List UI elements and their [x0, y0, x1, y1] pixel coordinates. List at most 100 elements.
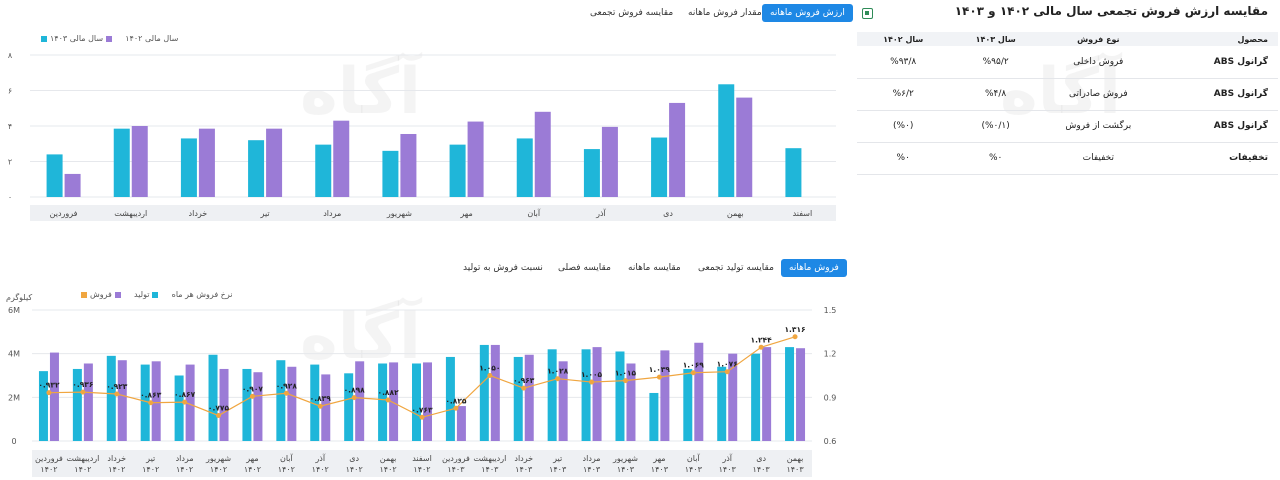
- x-tick-label-month: بهمن: [380, 454, 397, 463]
- legend-item-sales[interactable]: فروش: [90, 290, 124, 299]
- bar-sales: [151, 361, 161, 441]
- bar: [113, 128, 130, 197]
- bar-sales: [694, 342, 704, 441]
- tab-seasonal-comparison[interactable]: مقایسه فصلی: [558, 263, 611, 273]
- y-tick-label-left: 0: [11, 437, 16, 446]
- excel-export-icon[interactable]: [862, 8, 873, 19]
- x-tick-label-month: فروردین: [35, 454, 63, 463]
- bar-production: [242, 368, 252, 441]
- rate-point: [622, 378, 628, 384]
- bar-sales: [83, 363, 93, 441]
- x-tick-label-month: خرداد: [107, 454, 126, 463]
- table-cell: (%۰/۱): [949, 110, 1042, 143]
- y-tick-label: ۸: [8, 51, 13, 60]
- x-tick-label-month: تیر: [145, 454, 155, 463]
- tab-sales-to-production-ratio[interactable]: نسبت فروش به تولید: [463, 263, 543, 273]
- rate-data-label: ۱.۳۱۶: [784, 325, 805, 334]
- table-cell: تخفیفات: [1154, 142, 1278, 175]
- bar: [131, 126, 148, 197]
- tab-monthly-sales-value[interactable]: ارزش فروش ماهانه: [762, 4, 853, 22]
- rate-point: [385, 397, 391, 403]
- y-tick-label-right: 0.6: [824, 437, 837, 446]
- legend-item-production[interactable]: تولید: [134, 290, 161, 299]
- bar-sales: [49, 352, 59, 441]
- bar: [601, 126, 618, 197]
- legend-item-rate[interactable]: نرخ فروش هر ماه: [78, 290, 233, 299]
- x-tick-label: مهر: [459, 209, 472, 218]
- bar: [315, 144, 332, 197]
- bar-sales: [117, 360, 127, 441]
- x-tick-label-year: ۱۴۰۳: [549, 465, 567, 474]
- legend-item-1403[interactable]: سال مالی ۱۴۰۳: [50, 34, 115, 43]
- rate-data-label: ۰.۸۶۷: [174, 390, 196, 399]
- x-tick-label-month: اردیبهشت: [66, 454, 99, 463]
- rate-point: [724, 369, 730, 375]
- x-tick-label-year: ۱۴۰۳: [515, 465, 533, 474]
- bar-production: [547, 349, 557, 441]
- bar: [651, 137, 668, 197]
- table-cell: گرانول ABS: [1154, 110, 1278, 143]
- rate-point: [453, 405, 459, 411]
- bar-sales: [592, 347, 602, 441]
- x-tick-label-year: ۱۴۰۳: [651, 465, 669, 474]
- rate-data-label: ۰.۹۳۶: [72, 380, 93, 389]
- table-header-row: محصول نوع فروش سال ۱۴۰۳ سال ۱۴۰۲: [857, 32, 1278, 46]
- x-tick-label: اسفند: [793, 209, 813, 218]
- table-cell: فروش داخلی: [1041, 46, 1155, 79]
- x-tick-label-year: ۱۴۰۲: [244, 465, 261, 474]
- x-tick-label-month: شهریور: [205, 454, 231, 463]
- x-tick-label-month: مرداد: [176, 454, 194, 463]
- tab-monthly-sales[interactable]: فروش ماهانه: [781, 259, 847, 277]
- tab-monthly-comparison[interactable]: مقایسه ماهانه: [628, 263, 681, 273]
- table-row: گرانول ABS برگشت از فروش (%۰/۱) (%۰): [857, 110, 1278, 143]
- rate-data-label: ۰.۹۶۳: [513, 376, 535, 385]
- tab-monthly-sales-quantity[interactable]: مقدار فروش ماهانه: [688, 8, 762, 18]
- bar: [198, 128, 215, 197]
- chart2-unit-label: کیلوگرم: [6, 293, 33, 302]
- bar-sales: [626, 363, 636, 441]
- bar-sales: [389, 362, 399, 441]
- rate-point: [80, 389, 86, 395]
- bar-production: [310, 364, 320, 441]
- y-tick-label-right: 1.2: [824, 350, 837, 359]
- x-tick-label-month: مرداد: [583, 454, 601, 463]
- x-tick-label-year: ۱۴۰۳: [685, 465, 703, 474]
- bar-production: [38, 371, 48, 441]
- bar-production: [412, 363, 421, 441]
- y-tick-label-right: 1.5: [824, 306, 837, 315]
- rate-data-label: ۱.۰۷۶: [717, 360, 738, 369]
- bar-production: [649, 392, 659, 441]
- tab-cumulative-production[interactable]: مقایسه تولید تجمعی: [698, 263, 774, 273]
- tab-cumulative-sales-comparison[interactable]: مقایسه فروش تجمعی: [590, 8, 674, 18]
- bar: [64, 173, 81, 197]
- chart2-legend: نرخ فروش هر ماه تولید فروش: [78, 290, 233, 299]
- x-tick-label-month: مهر: [245, 454, 258, 463]
- table-cell: %۰: [857, 142, 950, 175]
- x-tick-label-year: ۱۴۰۲: [176, 465, 193, 474]
- y-tick-label-left: 4M: [8, 350, 20, 359]
- x-tick-label: اردیبهشت: [114, 209, 147, 218]
- x-tick-label: آبان: [527, 208, 541, 218]
- table-cell: %۹۳/۸: [857, 46, 950, 79]
- bar: [736, 97, 753, 197]
- bar-sales: [321, 374, 331, 441]
- bar-production: [344, 373, 354, 441]
- bar-production: [513, 356, 523, 441]
- rate-data-label: ۰.۸۶۳: [140, 391, 162, 400]
- x-tick-label-year: ۱۴۰۳: [617, 465, 635, 474]
- bar: [382, 150, 399, 197]
- bar: [669, 102, 686, 197]
- bar-production: [445, 356, 455, 441]
- bar-production: [174, 375, 184, 441]
- legend-item-1402[interactable]: سال مالی ۱۴۰۲: [38, 34, 178, 43]
- rate-data-label: ۰.۹۰۷: [242, 384, 264, 393]
- rate-data-label: ۱.۰۰۵: [581, 370, 603, 379]
- table-header: نوع فروش: [1041, 32, 1155, 46]
- x-tick-label: آذر: [595, 208, 606, 218]
- rate-point: [690, 370, 696, 376]
- rate-data-label: ۱.۰۶۹: [683, 361, 705, 370]
- rate-data-label: ۰.۸۳۹: [310, 394, 332, 403]
- bar: [449, 144, 466, 197]
- x-tick-label-year: ۱۴۰۲: [74, 465, 91, 474]
- bar: [333, 120, 350, 197]
